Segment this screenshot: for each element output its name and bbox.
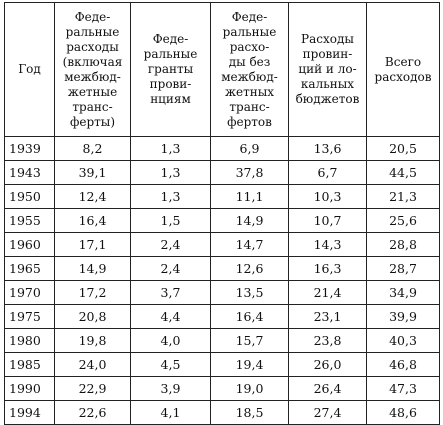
cell-federal-excl-transfers: 15,7 xyxy=(210,328,289,353)
cell-federal-excl-transfers: 13,5 xyxy=(210,280,289,305)
cell-federal-incl-transfers: 19,8 xyxy=(54,328,131,353)
cell-year: 1990 xyxy=(4,376,55,401)
table-row: 1939 8,2 1,3 6,9 13,6 20,5 xyxy=(4,136,440,161)
cell-federal-excl-transfers: 12,6 xyxy=(210,256,289,281)
table-row: 1955 16,4 1,5 14,9 10,7 25,6 xyxy=(4,208,440,233)
cell-total: 46,8 xyxy=(366,352,440,377)
cell-total: 34,9 xyxy=(366,280,440,305)
cell-total: 25,6 xyxy=(366,208,440,233)
cell-provincial-local: 16,3 xyxy=(288,256,367,281)
cell-year: 1943 xyxy=(4,160,55,185)
cell-federal-grants: 1,3 xyxy=(130,136,211,161)
cell-total: 20,5 xyxy=(366,136,440,161)
table-row: 1943 39,1 1,3 37,8 6,7 44,5 xyxy=(4,160,440,185)
cell-total: 39,9 xyxy=(366,304,440,329)
table-row: 1975 20,8 4,4 16,4 23,1 39,9 xyxy=(4,304,440,329)
table-row: 1994 22,6 4,1 18,5 27,4 48,6 xyxy=(4,400,440,425)
cell-total: 44,5 xyxy=(366,160,440,185)
cell-provincial-local: 23,1 xyxy=(288,304,367,329)
cell-federal-grants: 2,4 xyxy=(130,232,211,257)
table-row: 1965 14,9 2,4 12,6 16,3 28,7 xyxy=(4,256,440,281)
cell-federal-grants: 3,9 xyxy=(130,376,211,401)
cell-federal-incl-transfers: 39,1 xyxy=(54,160,131,185)
header-row: Год Феде- ральные расходы (включая межбю… xyxy=(4,2,440,137)
cell-federal-incl-transfers: 12,4 xyxy=(54,184,131,209)
header-provincial-local-expenditure: Расходы провин- ций и ло- кальных бюджет… xyxy=(288,2,367,137)
cell-federal-incl-transfers: 17,2 xyxy=(54,280,131,305)
cell-year: 1980 xyxy=(4,328,55,353)
table-row: 1970 17,2 3,7 13,5 21,4 34,9 xyxy=(4,280,440,305)
cell-year: 1994 xyxy=(4,400,55,425)
header-total-expenditure: Всего расходов xyxy=(366,2,440,137)
table-row: 1950 12,4 1,3 11,1 10,3 21,3 xyxy=(4,184,440,209)
cell-federal-excl-transfers: 14,7 xyxy=(210,232,289,257)
cell-federal-grants: 1,3 xyxy=(130,184,211,209)
cell-federal-excl-transfers: 37,8 xyxy=(210,160,289,185)
cell-provincial-local: 6,7 xyxy=(288,160,367,185)
cell-provincial-local: 26,4 xyxy=(288,376,367,401)
cell-federal-grants: 1,3 xyxy=(130,160,211,185)
cell-year: 1965 xyxy=(4,256,55,281)
table-body: 1939 8,2 1,3 6,9 13,6 20,5 1943 39,1 1,3 37,8 6,7 4… xyxy=(4,136,440,425)
cell-provincial-local: 10,7 xyxy=(288,208,367,233)
page: Год Феде- ральные расходы (включая межбю… xyxy=(4,2,440,425)
cell-total: 21,3 xyxy=(366,184,440,209)
cell-provincial-local: 23,8 xyxy=(288,328,367,353)
cell-federal-incl-transfers: 20,8 xyxy=(54,304,131,329)
cell-federal-excl-transfers: 11,1 xyxy=(210,184,289,209)
cell-total: 47,3 xyxy=(366,376,440,401)
cell-provincial-local: 21,4 xyxy=(288,280,367,305)
cell-federal-excl-transfers: 6,9 xyxy=(210,136,289,161)
cell-federal-incl-transfers: 14,9 xyxy=(54,256,131,281)
cell-federal-incl-transfers: 24,0 xyxy=(54,352,131,377)
cell-federal-excl-transfers: 16,4 xyxy=(210,304,289,329)
header-year: Год xyxy=(4,2,55,137)
cell-federal-grants: 2,4 xyxy=(130,256,211,281)
cell-year: 1975 xyxy=(4,304,55,329)
cell-total: 40,3 xyxy=(366,328,440,353)
cell-total: 48,6 xyxy=(366,400,440,425)
cell-federal-grants: 3,7 xyxy=(130,280,211,305)
table-row: 1980 19,8 4,0 15,7 23,8 40,3 xyxy=(4,328,440,353)
cell-federal-excl-transfers: 14,9 xyxy=(210,208,289,233)
header-federal-grants-to-provinces: Феде- ральные гранты прови- нциям xyxy=(130,2,211,137)
cell-year: 1955 xyxy=(4,208,55,233)
cell-federal-excl-transfers: 18,5 xyxy=(210,400,289,425)
cell-federal-grants: 4,0 xyxy=(130,328,211,353)
table-row: 1985 24,0 4,5 19,4 26,0 46,8 xyxy=(4,352,440,377)
cell-provincial-local: 27,4 xyxy=(288,400,367,425)
cell-provincial-local: 13,6 xyxy=(288,136,367,161)
expenditure-table: Год Феде- ральные расходы (включая межбю… xyxy=(4,2,440,425)
cell-provincial-local: 26,0 xyxy=(288,352,367,377)
cell-total: 28,7 xyxy=(366,256,440,281)
cell-federal-grants: 1,5 xyxy=(130,208,211,233)
table-row: 1960 17,1 2,4 14,7 14,3 28,8 xyxy=(4,232,440,257)
cell-total: 28,8 xyxy=(366,232,440,257)
cell-federal-incl-transfers: 22,6 xyxy=(54,400,131,425)
table-row: 1990 22,9 3,9 19,0 26,4 47,3 xyxy=(4,376,440,401)
header-federal-expenditure-incl-transfers: Феде- ральные расходы (включая межбюд- ж… xyxy=(54,2,131,137)
cell-federal-incl-transfers: 17,1 xyxy=(54,232,131,257)
cell-federal-excl-transfers: 19,0 xyxy=(210,376,289,401)
cell-year: 1939 xyxy=(4,136,55,161)
cell-federal-grants: 4,4 xyxy=(130,304,211,329)
cell-year: 1985 xyxy=(4,352,55,377)
cell-year: 1960 xyxy=(4,232,55,257)
cell-federal-incl-transfers: 22,9 xyxy=(54,376,131,401)
cell-year: 1970 xyxy=(4,280,55,305)
header-federal-expenditure-excl-transfers: Феде- ральные расхо- ды без межбюд- жетн… xyxy=(210,2,289,137)
cell-federal-grants: 4,1 xyxy=(130,400,211,425)
cell-provincial-local: 14,3 xyxy=(288,232,367,257)
cell-federal-grants: 4,5 xyxy=(130,352,211,377)
cell-federal-excl-transfers: 19,4 xyxy=(210,352,289,377)
cell-federal-incl-transfers: 8,2 xyxy=(54,136,131,161)
cell-federal-incl-transfers: 16,4 xyxy=(54,208,131,233)
cell-provincial-local: 10,3 xyxy=(288,184,367,209)
cell-year: 1950 xyxy=(4,184,55,209)
